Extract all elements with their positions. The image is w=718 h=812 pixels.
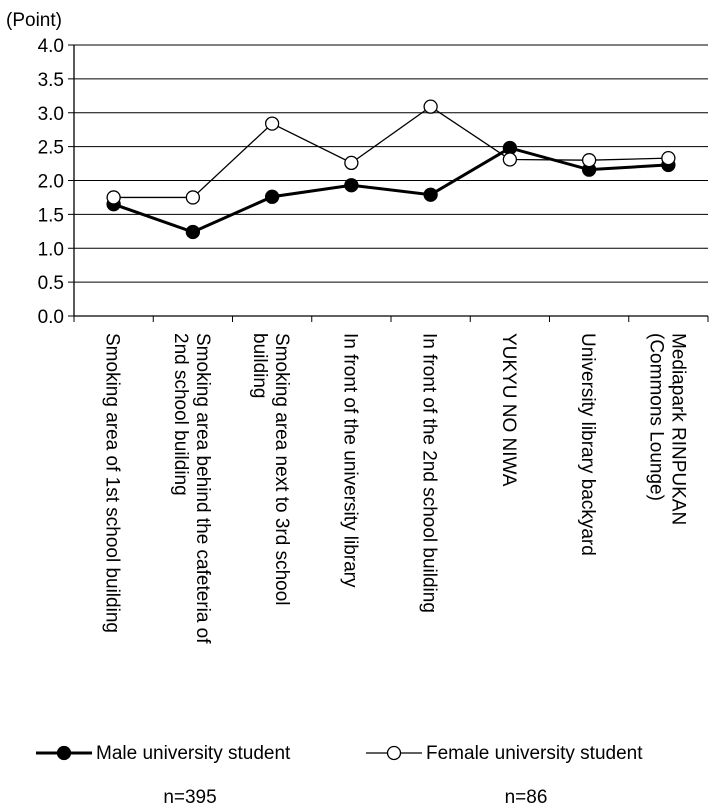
- data-point-female: [106, 190, 121, 205]
- legend-label: Male university student: [96, 743, 291, 764]
- category-label-line: YUKYU NO NIWA: [498, 333, 519, 487]
- y-tick-label: 1.0: [38, 239, 64, 260]
- category-label: In front of the university library: [339, 333, 360, 588]
- legend-marker: [56, 745, 72, 761]
- data-point-male: [264, 189, 280, 204]
- category-label-line: In front of the university library: [339, 333, 360, 588]
- category-label-line: In front of the 2nd school building: [419, 333, 440, 613]
- legend-label: Female university student: [426, 743, 643, 764]
- data-point-female: [185, 190, 201, 205]
- category-label: Mediapark RINPUKAN(Commons Lounge): [645, 333, 688, 525]
- legend-marker: [386, 745, 402, 761]
- data-point-male: [423, 187, 438, 202]
- data-point-male: [185, 224, 201, 240]
- sample-size-label: n=395: [163, 787, 216, 808]
- axes: [73, 45, 709, 322]
- data-point-female: [661, 150, 676, 166]
- category-label-line: University library backyard: [577, 333, 598, 556]
- data-point-female: [502, 152, 518, 167]
- category-label: University library backyard: [577, 333, 598, 556]
- series-line-male: [113, 146, 669, 234]
- category-label: In front of the 2nd school building: [419, 333, 440, 613]
- category-label: YUKYU NO NIWA: [498, 333, 519, 487]
- y-tick-label: 1.5: [38, 205, 64, 226]
- category-label-line: building: [249, 333, 270, 399]
- y-axis-unit-label: (Point): [6, 10, 62, 31]
- y-tick-label: 3.5: [38, 70, 64, 91]
- data-point-female: [264, 116, 280, 131]
- category-label-line: Smoking area behind the cafeteria of: [192, 333, 213, 644]
- category-label: Smoking area of 1st school building: [102, 333, 123, 633]
- series-group: [106, 99, 676, 240]
- y-tick-label: 3.0: [38, 104, 64, 125]
- y-axis-ticks: 0.0 0.5 1.0 1.5 2.0 2.5 3.0 3.5 4.0: [38, 36, 74, 328]
- y-tick-label: 0.0: [38, 307, 64, 328]
- category-label: Smoking area behind the cafeteria of2nd …: [170, 333, 213, 644]
- data-point-female: [423, 99, 438, 114]
- series-line-female: [113, 105, 669, 199]
- category-label-line: 2nd school building: [170, 333, 191, 496]
- category-labels: Smoking area of 1st school building Smoki…: [102, 333, 689, 644]
- data-point-female: [344, 155, 359, 171]
- grid-lines: [74, 44, 708, 283]
- category-label-line: (Commons Lounge): [645, 333, 666, 501]
- category-label-line: Mediapark RINPUKAN: [667, 333, 688, 525]
- data-point-female: [581, 153, 597, 168]
- data-point-male: [344, 178, 359, 193]
- y-tick-label: 2.5: [38, 138, 64, 159]
- y-tick-label: 0.5: [38, 273, 64, 294]
- sample-size-label: n=86: [505, 787, 548, 808]
- legend: Male university student n=395 Female unive…: [36, 743, 643, 808]
- y-tick-label: 4.0: [38, 36, 64, 57]
- legend-entry-female: Female university student: [366, 743, 643, 764]
- category-label-line: Smoking area next to 3rd school: [271, 333, 292, 606]
- category-label-line: Smoking area of 1st school building: [102, 333, 123, 633]
- y-tick-label: 2.0: [38, 172, 64, 193]
- legend-entry-male: Male university student: [36, 743, 291, 764]
